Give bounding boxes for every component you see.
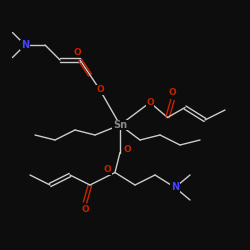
- Text: O: O: [146, 98, 154, 107]
- Text: O: O: [104, 166, 112, 174]
- Text: O: O: [74, 48, 82, 57]
- Text: N: N: [21, 40, 29, 50]
- Text: O: O: [124, 146, 132, 154]
- Text: N: N: [171, 182, 179, 192]
- Text: Sn: Sn: [113, 120, 127, 130]
- Text: O: O: [96, 86, 104, 94]
- Text: O: O: [81, 206, 89, 214]
- Text: O: O: [169, 88, 176, 97]
